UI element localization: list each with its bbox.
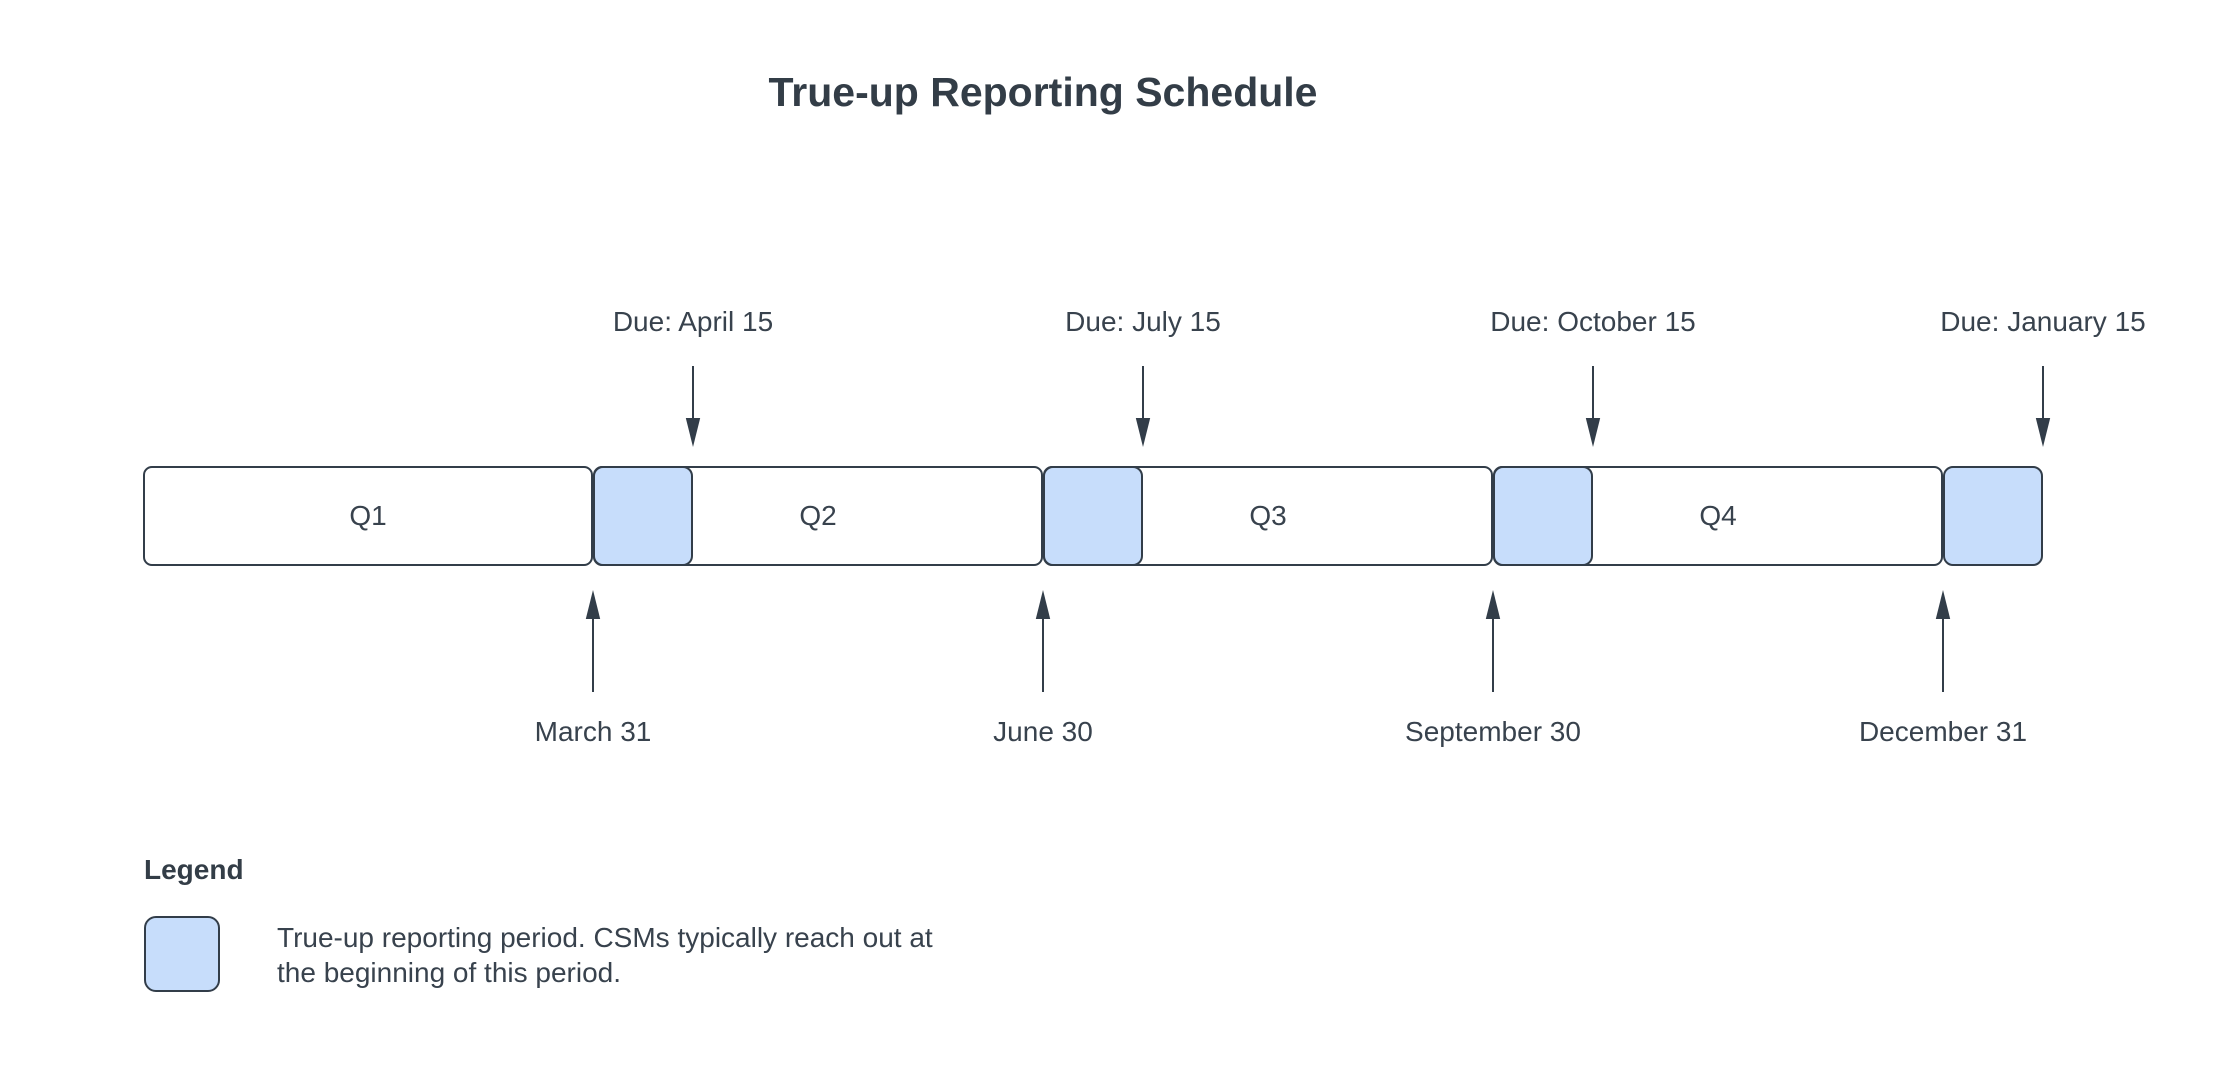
arrow-down-icon bbox=[1585, 366, 1601, 447]
arrow-up-icon bbox=[585, 590, 601, 692]
trueup-period-box-q4 bbox=[1943, 466, 2043, 566]
quarter-label: Q3 bbox=[1249, 500, 1287, 531]
due-date-label-q3: Due: October 15 bbox=[1490, 306, 1696, 337]
quarter-label: Q2 bbox=[799, 500, 837, 531]
trueup-period-swatch bbox=[144, 916, 220, 992]
quarter-end-label-q1: March 31 bbox=[534, 716, 652, 747]
arrow-up-icon bbox=[1035, 590, 1051, 692]
arrow-down-icon bbox=[1135, 366, 1151, 447]
arrow-down-icon bbox=[685, 366, 701, 447]
quarter-label: Q1 bbox=[349, 500, 387, 531]
legend-description-line1: True-up reporting period. CSMs typically… bbox=[277, 922, 933, 953]
quarter-end-label-q4: December 31 bbox=[1858, 716, 2028, 747]
quarter-box-q1: Q1 bbox=[143, 466, 593, 566]
trueup-period-box-q2 bbox=[1043, 466, 1143, 566]
arrow-up-icon bbox=[1935, 590, 1951, 692]
quarter-end-label-q3: September 30 bbox=[1405, 716, 1581, 747]
quarter-end-label-q2: June 30 bbox=[993, 716, 1093, 747]
legend-description-line2: the beginning of this period. bbox=[277, 957, 622, 988]
due-date-label-q1: Due: April 15 bbox=[612, 306, 774, 337]
legend-description: True-up reporting period. CSMs typically… bbox=[277, 920, 1177, 990]
diagram-title: True-up Reporting Schedule bbox=[768, 69, 1318, 115]
trueup-period-box-q3 bbox=[1493, 466, 1593, 566]
trueup-period-box-q1 bbox=[593, 466, 693, 566]
legend-heading: Legend bbox=[144, 854, 244, 885]
due-date-label-q2: Due: July 15 bbox=[1065, 306, 1221, 337]
arrow-down-icon bbox=[2035, 366, 2051, 447]
due-date-label-q4: Due: January 15 bbox=[1940, 306, 2146, 337]
arrow-up-icon bbox=[1485, 590, 1501, 692]
quarter-label: Q4 bbox=[1699, 500, 1737, 531]
